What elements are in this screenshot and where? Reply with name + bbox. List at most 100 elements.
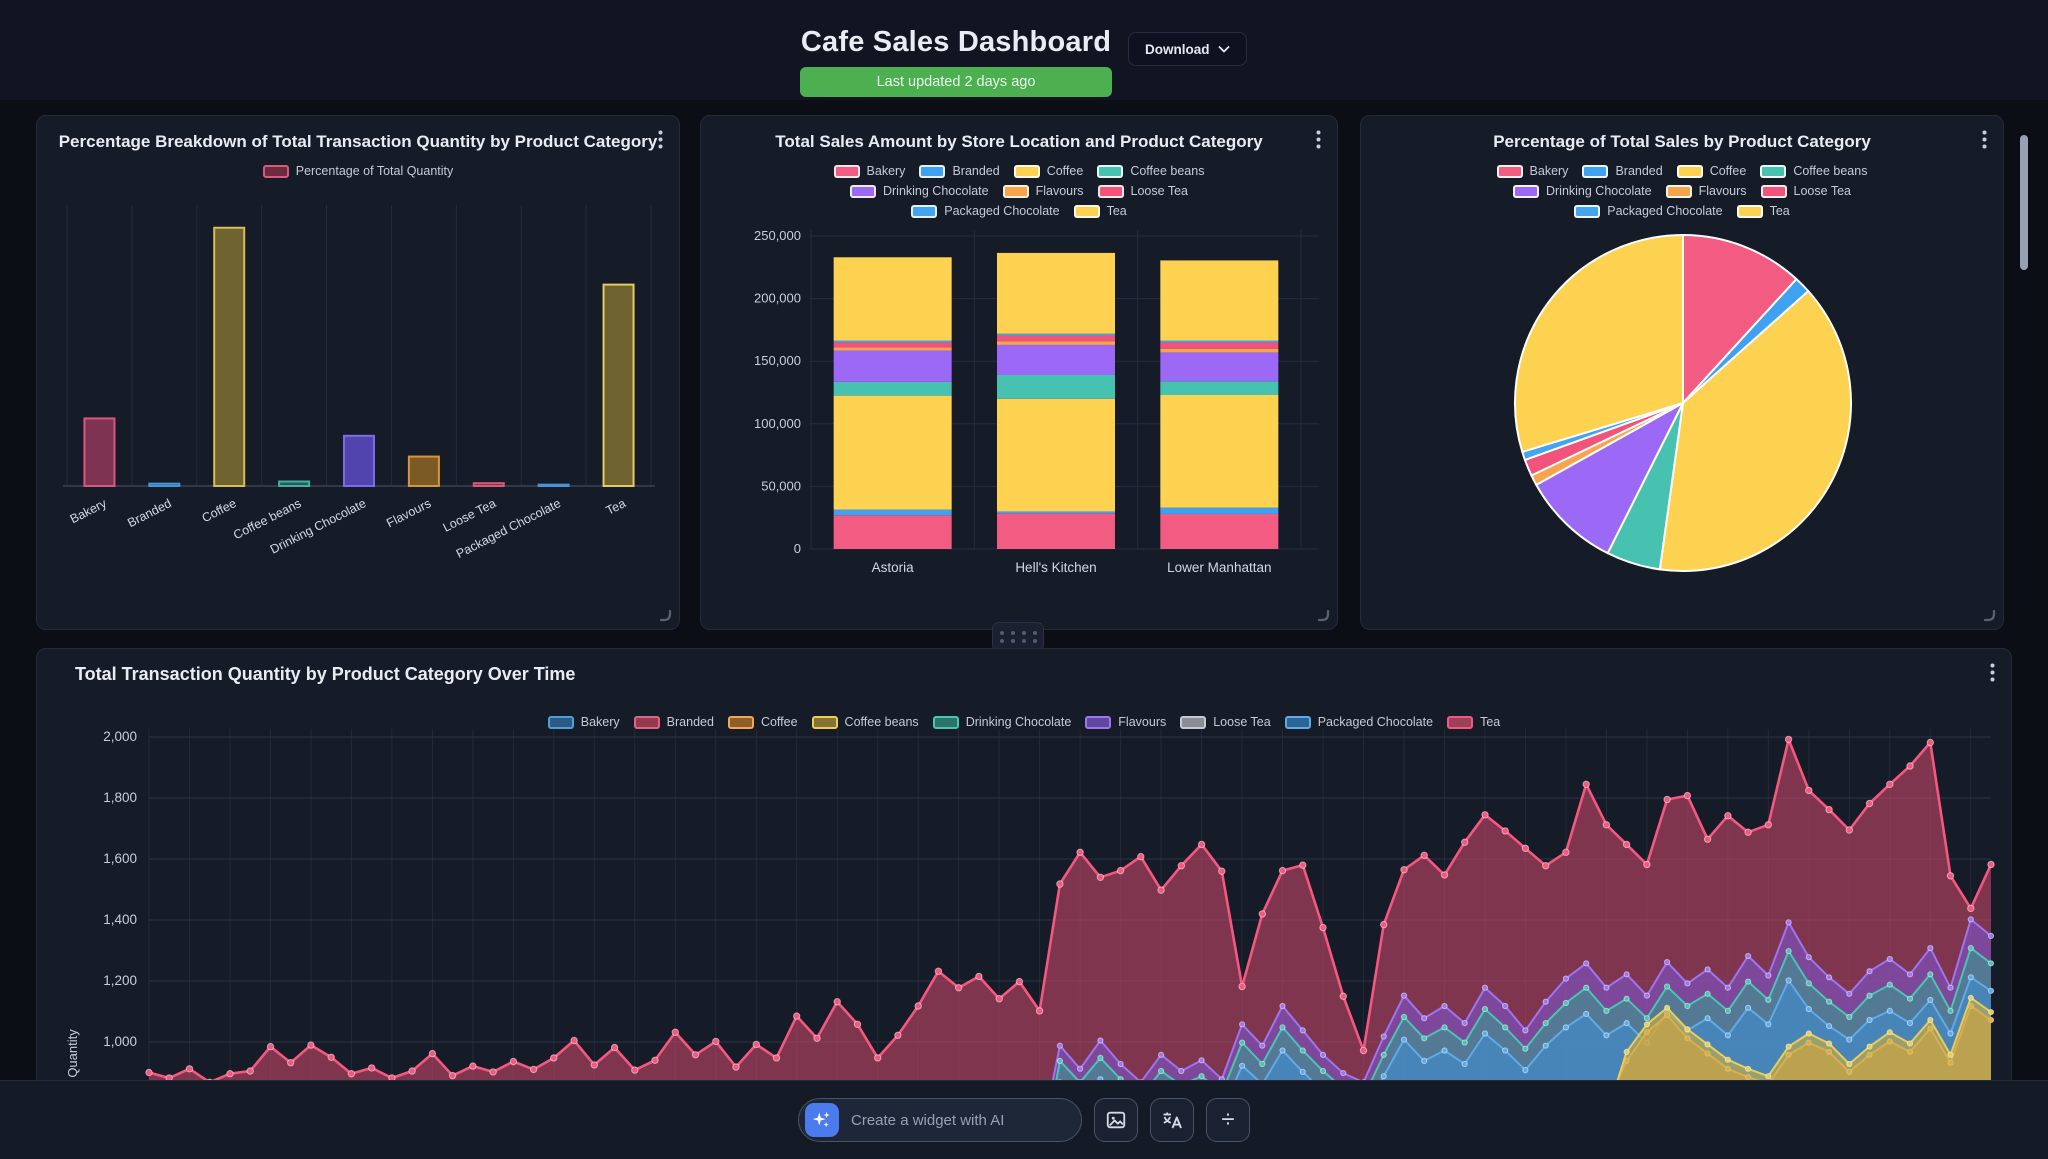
download-button[interactable]: Download	[1128, 32, 1247, 66]
legend-swatch	[1180, 715, 1207, 729]
legend-swatch	[1013, 164, 1040, 178]
chart-legend: Percentage of Total Quantity	[37, 164, 679, 178]
ai-widget-input[interactable]: Create a widget with AI	[798, 1098, 1082, 1142]
legend-label: Packaged Chocolate	[1317, 715, 1434, 729]
svg-text:Lower Manhattan: Lower Manhattan	[1167, 560, 1271, 575]
download-label: Download	[1145, 41, 1210, 57]
card-menu-button[interactable]	[1986, 659, 1999, 689]
legend-label: Bakery	[866, 164, 906, 178]
legend-swatch	[1085, 715, 1112, 729]
legend-swatch	[262, 164, 289, 178]
legend-swatch	[1097, 164, 1124, 178]
legend-label: Coffee	[1709, 164, 1747, 178]
scrollbar[interactable]	[2020, 135, 2028, 270]
legend-label: Tea	[1480, 715, 1501, 729]
drag-dots-icon	[999, 631, 1037, 643]
kebab-icon	[1990, 663, 1995, 682]
legend-item: Loose Tea	[1180, 715, 1271, 729]
legend-item: Drinking Chocolate	[849, 184, 989, 198]
svg-text:1,200: 1,200	[103, 973, 137, 988]
legend-label: Drinking Chocolate	[965, 715, 1072, 729]
legend-swatch	[1073, 204, 1100, 218]
image-widget-button[interactable]	[1094, 1098, 1138, 1142]
legend-label: Percentage of Total Quantity	[295, 164, 454, 178]
legend-label: Coffee beans	[1793, 164, 1868, 178]
legend-swatch	[1736, 204, 1763, 218]
legend-item: Packaged Chocolate	[1574, 204, 1723, 218]
chart-title: Total Sales Amount by Store Location and…	[775, 132, 1263, 151]
legend-swatch	[1496, 164, 1523, 178]
legend-label: Flavours	[1118, 715, 1167, 729]
legend-item: Bakery	[1496, 164, 1568, 178]
legend-label: Coffee	[1046, 164, 1084, 178]
legend-item: Flavours	[1085, 715, 1166, 729]
legend-label: Branded	[1615, 164, 1663, 178]
svg-text:Packaged Chocolate: Packaged Chocolate	[454, 496, 563, 561]
sparkle-icon	[805, 1103, 839, 1137]
chart-legend: Bakery Branded Coffee Coffee beans Drinking …	[37, 715, 2011, 729]
legend-label: Loose Tea	[1130, 184, 1188, 198]
legend-label: Loose Tea	[1213, 715, 1271, 729]
divide-icon: ÷	[1221, 1106, 1235, 1133]
legend-item: Drinking Chocolate	[1512, 184, 1652, 198]
legend-swatch	[547, 715, 574, 729]
svg-text:Loose Tea: Loose Tea	[441, 496, 499, 535]
legend-label: Packaged Chocolate	[1607, 204, 1723, 218]
legend-label: Tea	[1106, 204, 1127, 218]
stacked-bar-chart-plot[interactable]: 0 50,000 100,000 150,000 200,000 250,000 Astor…	[701, 226, 1339, 600]
legend-item: Loose Tea	[1097, 184, 1188, 198]
legend-item: Drinking Chocolate	[932, 715, 1072, 729]
legend-swatch	[849, 184, 876, 198]
legend-label: Coffee beans	[1130, 164, 1205, 178]
svg-text:100,000: 100,000	[754, 416, 801, 431]
legend-swatch	[1574, 204, 1601, 218]
legend-label: Loose Tea	[1793, 184, 1851, 198]
translate-icon	[1163, 1112, 1182, 1129]
pie-chart-plot[interactable]	[1361, 226, 2005, 606]
legend-item: Tea	[1447, 715, 1500, 729]
svg-text:50,000: 50,000	[761, 478, 801, 493]
legend-label: Flavours	[1035, 184, 1084, 198]
legend-label: Branded	[952, 164, 1000, 178]
svg-text:0: 0	[794, 541, 801, 556]
svg-text:Astoria: Astoria	[872, 560, 915, 575]
svg-text:Coffee: Coffee	[200, 496, 239, 525]
legend-item: Coffee beans	[1760, 164, 1867, 178]
legend-item: Tea	[1073, 204, 1127, 218]
svg-text:Bakery: Bakery	[68, 496, 110, 526]
legend-item: Flavours	[1002, 184, 1084, 198]
legend-swatch	[1447, 715, 1474, 729]
card-menu-button[interactable]	[1312, 126, 1325, 156]
ai-input-placeholder: Create a widget with AI	[851, 1111, 1005, 1129]
svg-text:1,600: 1,600	[103, 851, 137, 866]
card-menu-button[interactable]	[654, 126, 667, 156]
divider-widget-button[interactable]: ÷	[1206, 1098, 1250, 1142]
legend-item: Coffee beans	[811, 715, 919, 729]
legend-item: Coffee	[1013, 164, 1084, 178]
legend-item: Branded	[919, 164, 1000, 178]
svg-text:Branded: Branded	[125, 496, 174, 530]
legend-swatch	[1676, 164, 1703, 178]
legend-swatch	[1097, 184, 1124, 198]
legend-item: Coffee	[1676, 164, 1747, 178]
card-menu-button[interactable]	[1978, 126, 1991, 156]
kebab-icon	[1316, 130, 1321, 149]
legend-item: Packaged Chocolate	[1284, 715, 1434, 729]
row-drag-handle[interactable]	[992, 622, 1044, 652]
legend-label: Flavours	[1698, 184, 1747, 198]
resize-grip[interactable]	[657, 607, 673, 623]
legend-swatch	[1582, 164, 1609, 178]
page-title: Cafe Sales Dashboard	[800, 26, 1112, 58]
last-updated-badge: Last updated 2 days ago	[800, 67, 1112, 97]
bottom-toolbar: Create a widget with AI ÷	[0, 1080, 2048, 1159]
translate-button[interactable]	[1150, 1098, 1194, 1142]
svg-text:1,000: 1,000	[103, 1034, 137, 1049]
legend-label: Coffee	[760, 715, 798, 729]
legend-swatch	[811, 715, 838, 729]
legend-swatch	[1002, 184, 1029, 198]
resize-grip[interactable]	[1981, 607, 1997, 623]
card-sales-share: Percentage of Total Sales by Product Cat…	[1360, 115, 2004, 630]
resize-grip[interactable]	[1315, 607, 1331, 623]
svg-text:1,800: 1,800	[103, 790, 137, 805]
